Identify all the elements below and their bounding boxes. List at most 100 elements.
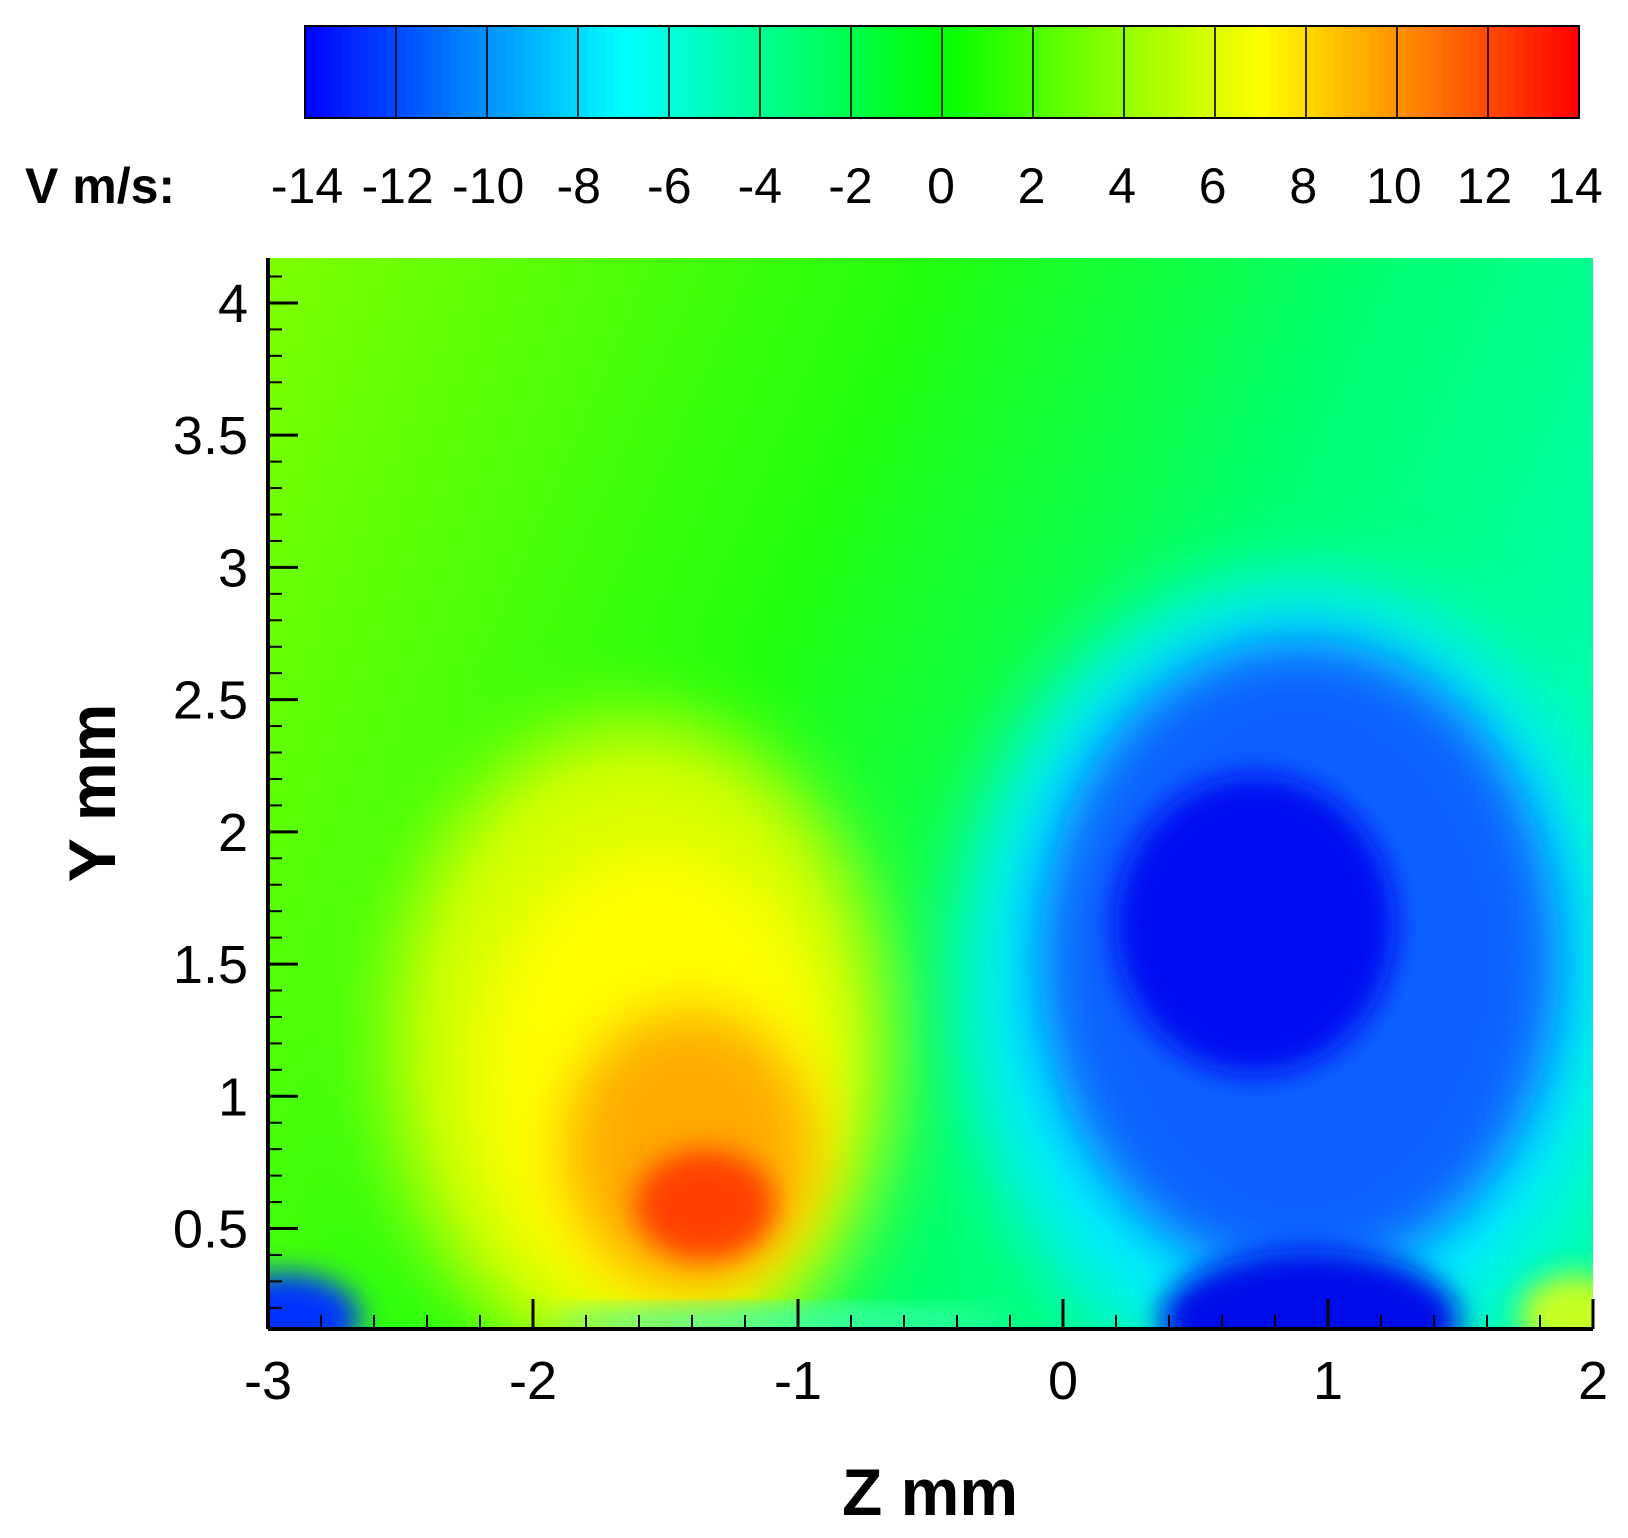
- colorbar-gradient-step: [860, 26, 870, 118]
- colorbar-gradient-step: [669, 26, 679, 118]
- y-axis-label: Y mm: [55, 704, 129, 883]
- colorbar-gradient-step: [1406, 26, 1416, 118]
- colorbar-gradient-step: [841, 26, 852, 118]
- colorbar-gradient-step: [1306, 26, 1316, 118]
- colorbar-gradient-step: [1351, 26, 1362, 118]
- colorbar-gradient-step: [987, 26, 998, 118]
- colorbar-gradient-step: [1296, 26, 1307, 118]
- colorbar-gradient-step: [1224, 26, 1234, 118]
- colorbar-gradient-step: [1042, 26, 1052, 118]
- colorbar-tick-label: 6: [1199, 158, 1227, 214]
- colorbar-gradient-step: [623, 26, 634, 118]
- colorbar-gradient-step: [750, 26, 761, 118]
- colorbar-gradient-step: [659, 26, 670, 118]
- colorbar-gradient-step: [550, 26, 561, 118]
- colorbar-tick-label: -6: [647, 158, 691, 214]
- colorbar-gradient-step: [1542, 26, 1553, 118]
- colorbar-gradient-step: [1269, 26, 1280, 118]
- colorbar-gradient-step: [1251, 26, 1262, 118]
- colorbar-gradient-step: [851, 26, 861, 118]
- colorbar-gradient-step: [505, 26, 515, 118]
- axes: -3 -2 -1 0 1 2 0.5 1 1.5 2 2.5 3 3.5 4 Z mm Y mm: [55, 258, 1608, 1529]
- colorbar-gradient-step: [1533, 26, 1544, 118]
- colorbar-gradient-step: [305, 26, 315, 118]
- colorbar-gradient-step: [332, 26, 342, 118]
- colorbar-gradient-step: [1360, 26, 1371, 118]
- colorbar-gradient-step: [942, 26, 952, 118]
- colorbar-gradient-step: [450, 26, 461, 118]
- colorbar-tick-label: -4: [738, 158, 782, 214]
- colorbar-gradient-step: [323, 26, 333, 118]
- colorbar-gradient-step: [1133, 26, 1143, 118]
- colorbar-gradient-step: [532, 26, 543, 118]
- colorbar-gradient-step: [905, 26, 916, 118]
- colorbar-gradient-step: [760, 26, 770, 118]
- colorbar-tick-label: 0: [927, 158, 955, 214]
- colorbar-tick-label: 12: [1457, 158, 1513, 214]
- colorbar-gradient-step: [923, 26, 934, 118]
- x-tick-label: -3: [244, 1351, 292, 1411]
- colorbar-gradient-step: [559, 26, 570, 118]
- x-tick-label: 0: [1048, 1351, 1078, 1411]
- y-tick-label: 3.5: [173, 406, 248, 466]
- colorbar-gradient-step: [769, 26, 779, 118]
- colorbar-gradient-step: [1506, 26, 1516, 118]
- colorbar-gradient-step: [1142, 26, 1152, 118]
- colorbar-gradient-step: [614, 26, 625, 118]
- colorbar-gradient-step: [1151, 26, 1161, 118]
- colorbar-tick-label: -12: [361, 158, 433, 214]
- y-tick-label: 2: [218, 803, 248, 863]
- colorbar-gradient-step: [1051, 26, 1061, 118]
- colorbar-gradient-step: [1260, 26, 1271, 118]
- colorbar-gradient-step: [596, 26, 606, 118]
- colorbar-gradient-step: [1178, 26, 1189, 118]
- x-tick-label: 2: [1578, 1351, 1608, 1411]
- colorbar-gradient-step: [468, 26, 479, 118]
- colorbar-gradient-step: [723, 26, 734, 118]
- colorbar-frame: [304, 25, 1580, 119]
- colorbar-gradient-step: [896, 26, 907, 118]
- x-axis-label: Z mm: [842, 1455, 1018, 1529]
- colorbar-gradient-step: [377, 26, 388, 118]
- colorbar-gradient-step: [1415, 26, 1425, 118]
- colorbar-gradient-step: [341, 26, 352, 118]
- colorbar-tick-label: 2: [1018, 158, 1046, 214]
- negative-wall-spot-left: [268, 1273, 360, 1329]
- colorbar-gradient-step: [1560, 26, 1571, 118]
- colorbar-gradient-step: [496, 26, 506, 118]
- colorbar-gradient-step: [514, 26, 524, 118]
- colorbar-tick-label: 8: [1289, 158, 1317, 214]
- colorbar-gradient-step: [386, 26, 397, 118]
- y-axis-ticks: 0.5 1 1.5 2 2.5 3 3.5 4: [173, 274, 298, 1309]
- colorbar-gradient-step: [459, 26, 470, 118]
- colorbar-gradient-step: [796, 26, 807, 118]
- colorbar-tick-label: -10: [452, 158, 524, 214]
- colorbar-gradient-step: [741, 26, 752, 118]
- colorbar-gradient-step: [887, 26, 898, 118]
- colorbar-gradient-step: [523, 26, 534, 118]
- colorbar-gradient-step: [732, 26, 743, 118]
- colorbar-gradient-step: [1469, 26, 1480, 118]
- colorbar-gradient-step: [1287, 26, 1298, 118]
- colorbar-gradient-step: [1515, 26, 1525, 118]
- colorbar-gradient-step: [568, 26, 579, 118]
- colorbar-gradient-step: [1442, 26, 1453, 118]
- colorbar-gradient-step: [1451, 26, 1462, 118]
- colorbar-gradient-step: [951, 26, 961, 118]
- positive-wall-spot-right: [1520, 1275, 1593, 1329]
- colorbar-gradient-step: [405, 26, 415, 118]
- y-tick-label: 4: [218, 274, 248, 334]
- colorbar-gradient-step: [678, 26, 688, 118]
- colorbar-gradient-step: [1069, 26, 1080, 118]
- colorbar-gradient-step: [1551, 26, 1562, 118]
- colorbar-gradient-step: [1060, 26, 1070, 118]
- wall-layer-cyan: [550, 1308, 1010, 1329]
- colorbar-gradient-step: [1187, 26, 1198, 118]
- colorbar-gradient-step: [1087, 26, 1098, 118]
- colorbar-gradient-step: [605, 26, 615, 118]
- colorbar-gradient-step: [914, 26, 925, 118]
- colorbar-gradient-step: [1215, 26, 1225, 118]
- colorbar-gradient-step: [878, 26, 888, 118]
- colorbar-gradient-step: [578, 26, 588, 118]
